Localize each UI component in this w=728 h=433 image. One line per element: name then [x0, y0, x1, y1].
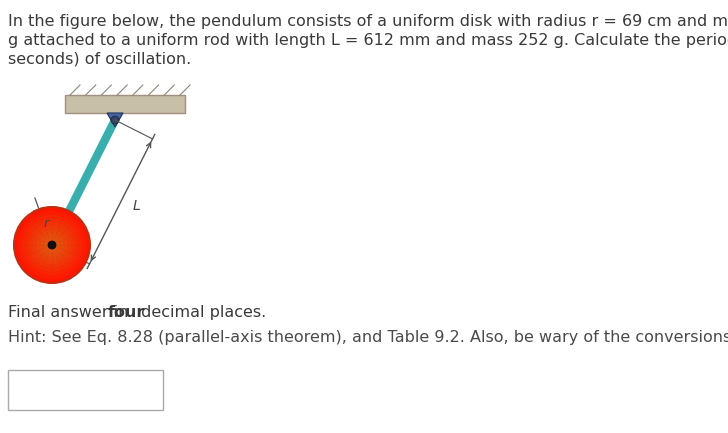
Circle shape — [44, 237, 60, 252]
Text: four: four — [108, 305, 146, 320]
Text: seconds) of oscillation.: seconds) of oscillation. — [8, 52, 191, 67]
Text: g attached to a uniform rod with length L = 612 mm and mass 252 g. Calculate the: g attached to a uniform rod with length … — [8, 33, 728, 48]
Circle shape — [33, 226, 71, 264]
Circle shape — [48, 241, 56, 249]
Circle shape — [37, 230, 67, 260]
Text: In the figure below, the pendulum consists of a uniform disk with radius r = 69 : In the figure below, the pendulum consis… — [8, 14, 728, 29]
Circle shape — [17, 211, 86, 279]
Circle shape — [48, 241, 56, 249]
Circle shape — [25, 218, 79, 271]
Text: r: r — [44, 217, 49, 230]
Circle shape — [14, 207, 90, 283]
Text: decimal places.: decimal places. — [136, 305, 266, 320]
Circle shape — [111, 116, 119, 124]
Polygon shape — [107, 113, 123, 127]
FancyBboxPatch shape — [8, 370, 163, 410]
Text: Final answer in: Final answer in — [8, 305, 133, 320]
Circle shape — [29, 222, 75, 268]
Text: Hint: See Eq. 8.28 (parallel-axis theorem), and Table 9.2. Also, be wary of the : Hint: See Eq. 8.28 (parallel-axis theore… — [8, 330, 728, 345]
Text: L: L — [133, 199, 141, 213]
Circle shape — [41, 233, 63, 256]
Circle shape — [22, 215, 82, 275]
Bar — [65, 95, 185, 113]
